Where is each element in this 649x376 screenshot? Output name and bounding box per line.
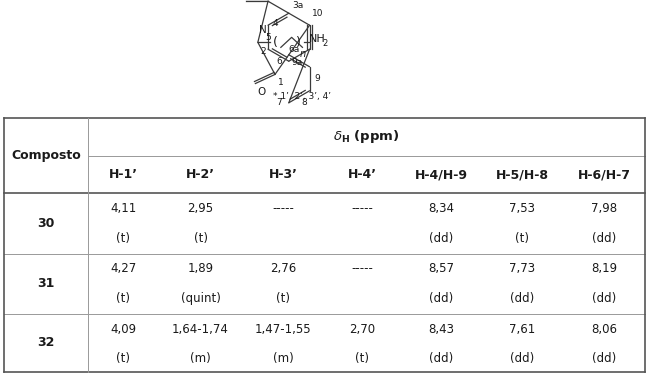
- Text: H-6/H-7: H-6/H-7: [578, 168, 631, 181]
- Text: 5: 5: [265, 33, 271, 42]
- Text: 9a: 9a: [292, 58, 303, 67]
- Text: 8,19: 8,19: [591, 262, 617, 275]
- Text: 30: 30: [38, 217, 55, 230]
- Text: (t): (t): [116, 293, 130, 305]
- Text: 2: 2: [323, 39, 328, 48]
- Text: (quint): (quint): [180, 293, 221, 305]
- Text: 9: 9: [315, 74, 321, 83]
- Text: 1,89: 1,89: [188, 262, 214, 275]
- Text: 8,06: 8,06: [591, 323, 617, 335]
- Text: (: (: [273, 36, 277, 49]
- Text: H-5/H-8: H-5/H-8: [496, 168, 548, 181]
- Text: -----: -----: [351, 262, 373, 275]
- Text: 6a: 6a: [288, 45, 300, 54]
- Text: 1,64-1,74: 1,64-1,74: [172, 323, 229, 335]
- Text: (m): (m): [273, 352, 293, 365]
- Text: 8,34: 8,34: [428, 202, 454, 215]
- Text: 4,27: 4,27: [110, 262, 136, 275]
- Text: (dd): (dd): [510, 293, 534, 305]
- Text: 31: 31: [38, 277, 55, 290]
- Text: (t): (t): [276, 293, 290, 305]
- Text: 7,61: 7,61: [509, 323, 535, 335]
- Text: -----: -----: [351, 202, 373, 215]
- Text: 2,70: 2,70: [349, 323, 375, 335]
- Text: N: N: [259, 25, 267, 35]
- Text: 4,11: 4,11: [110, 202, 136, 215]
- Text: 32: 32: [38, 337, 55, 349]
- Text: (dd): (dd): [592, 232, 616, 245]
- Text: (t): (t): [515, 232, 529, 245]
- Text: 3a: 3a: [292, 1, 303, 10]
- Text: n: n: [300, 49, 306, 59]
- Text: (dd): (dd): [429, 232, 453, 245]
- Text: $\delta_\mathregular{H}$ (ppm): $\delta_\mathregular{H}$ (ppm): [333, 128, 400, 146]
- Text: (dd): (dd): [592, 352, 616, 365]
- Text: 7,73: 7,73: [509, 262, 535, 275]
- Text: (t): (t): [116, 352, 130, 365]
- Text: -----: -----: [272, 202, 294, 215]
- Text: (m): (m): [190, 352, 211, 365]
- Text: H-4’: H-4’: [348, 168, 377, 181]
- Text: 4,09: 4,09: [110, 323, 136, 335]
- Text: O: O: [258, 86, 265, 97]
- Text: 1,47-1,55: 1,47-1,55: [255, 323, 312, 335]
- Text: NH: NH: [309, 34, 326, 44]
- Text: 2: 2: [261, 47, 267, 56]
- Text: (dd): (dd): [429, 352, 453, 365]
- Text: (dd): (dd): [429, 293, 453, 305]
- Text: 8: 8: [302, 98, 308, 107]
- Text: 7,53: 7,53: [509, 202, 535, 215]
- Text: 8,43: 8,43: [428, 323, 454, 335]
- Text: (t): (t): [355, 352, 369, 365]
- Text: 8,57: 8,57: [428, 262, 454, 275]
- Text: 6: 6: [276, 57, 282, 66]
- Text: 10: 10: [312, 9, 323, 18]
- Text: (dd): (dd): [592, 293, 616, 305]
- Text: ): ): [297, 36, 301, 49]
- Text: 2,76: 2,76: [270, 262, 297, 275]
- Text: 1: 1: [278, 79, 284, 87]
- Text: H-1’: H-1’: [109, 168, 138, 181]
- Text: (t): (t): [193, 232, 208, 245]
- Text: (t): (t): [116, 232, 130, 245]
- Text: Composto: Composto: [11, 149, 81, 162]
- Text: 7: 7: [276, 98, 282, 107]
- Text: 4: 4: [273, 19, 278, 28]
- Text: 2,95: 2,95: [188, 202, 214, 215]
- Text: H-4/H-9: H-4/H-9: [415, 168, 467, 181]
- Text: H-3’: H-3’: [269, 168, 298, 181]
- Text: (dd): (dd): [510, 352, 534, 365]
- Text: 7,98: 7,98: [591, 202, 617, 215]
- Text: * 1’, 2’, 3’, 4’: * 1’, 2’, 3’, 4’: [273, 91, 331, 100]
- Text: H-2’: H-2’: [186, 168, 215, 181]
